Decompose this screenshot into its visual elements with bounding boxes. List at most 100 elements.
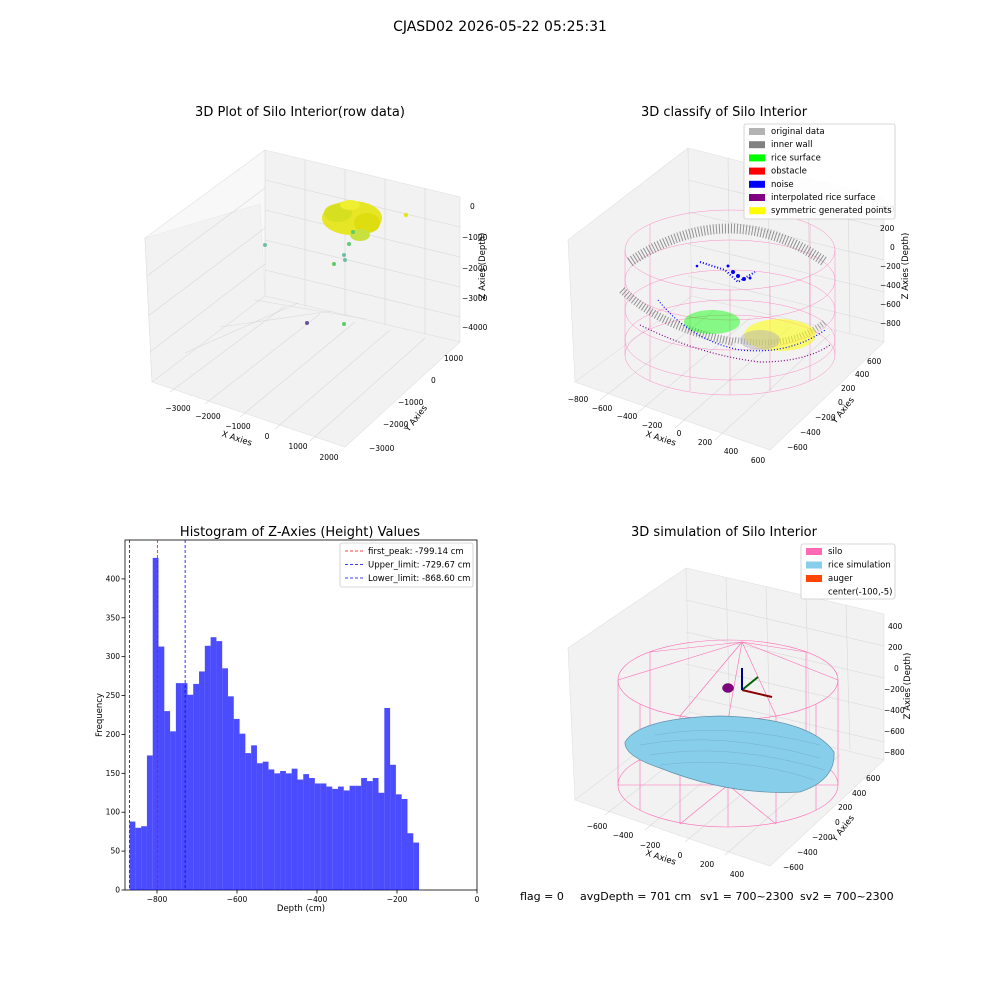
simulation-auger [722, 668, 773, 698]
raw-y-label: Y Axies [402, 403, 430, 435]
legend-swatch [749, 141, 765, 149]
simulation-title: 3D simulation of Silo Interior [631, 525, 818, 540]
raw-z-ticks: 0 −1000 −2000 −3000 −4000 [462, 202, 488, 332]
histogram-x-tick-label: 0 [475, 895, 480, 904]
histogram-bar [303, 774, 310, 890]
histogram-y-ticks: 0 50 100 150 200 250 300 350 400 [106, 574, 125, 895]
histogram-bar [222, 668, 228, 890]
legend-swatch [806, 548, 822, 555]
histogram-bar [210, 637, 217, 890]
legend-swatch [749, 154, 765, 162]
histogram-legend-label: Lower_limit: -868.60 cm [368, 574, 470, 584]
histogram-bar [285, 773, 292, 890]
classify-x-tick: −800 [568, 395, 589, 404]
classify-y-tick: 200 [841, 384, 856, 393]
legend-label: original data [771, 127, 825, 137]
legend-label: interpolated rice surface [771, 193, 876, 203]
raw-x-tick: 2000 [319, 453, 338, 462]
classify-noise-cluster [695, 264, 752, 281]
raw-y-tick: −1000 [398, 398, 424, 407]
histogram-x-tick-label: −800 [147, 895, 168, 904]
simulation-y-tick: −400 [797, 848, 818, 857]
raw-z-tick: −2000 [462, 264, 488, 273]
footer-flag: flag = 0 [520, 890, 564, 903]
histogram-bar [390, 764, 396, 890]
simulation-x-ticks: −600 −400 −200 0 200 400 [587, 822, 745, 879]
raw-z-tick: −1000 [462, 233, 488, 242]
histogram-y-tick-label: 100 [106, 808, 121, 817]
simulation-x-tick: −600 [587, 822, 608, 831]
classify-z-tick: 0 [890, 243, 895, 252]
histogram-bar [280, 771, 286, 890]
simulation-x-label: X Axies [644, 848, 677, 867]
classify-inner-wall [619, 223, 828, 346]
classify-z-tick: −200 [880, 262, 901, 271]
raw-outlier-points [263, 212, 409, 326]
histogram-bar [227, 696, 234, 890]
histogram-x-tick-label: −400 [307, 895, 328, 904]
histogram-bar [291, 768, 298, 890]
histogram-y-tick-label: 200 [106, 730, 121, 739]
histogram-bar [251, 745, 257, 890]
raw-z-tick: −3000 [462, 294, 488, 303]
classify-x-tick: −200 [642, 421, 663, 430]
histogram-y-tick-label: 400 [106, 574, 121, 583]
raw-x-label: X Axies [220, 429, 253, 448]
legend-label: rice surface [771, 153, 821, 163]
histogram-bar [355, 785, 362, 890]
simulation-y-tick: 400 [852, 789, 867, 798]
histogram-bar [309, 778, 315, 890]
histogram-y-label: Frequency [95, 693, 105, 737]
simulation-z-label: Z Axies (Depth) [903, 653, 913, 720]
simulation-rice-surface [624, 715, 835, 793]
simulation-z-tick: −200 [884, 685, 905, 694]
histogram-bar [297, 779, 304, 890]
classify-y-tick: 0 [838, 398, 843, 407]
histogram-bar [187, 694, 194, 890]
classify-y-ticks: −600 −400 −200 0 200 400 600 [787, 357, 882, 452]
histogram-bar [314, 783, 321, 890]
histogram-y-tick-label: 0 [115, 886, 120, 895]
histogram-legend-label: Upper_limit: -729.67 cm [368, 561, 471, 571]
simulation-y-tick: −200 [812, 833, 833, 842]
histogram-bars [129, 557, 420, 890]
panel-classify-title: 3D classify of Silo Interior [641, 105, 808, 120]
histogram-bar [407, 833, 414, 890]
classify-z-label: Z Axies (Depth) [901, 233, 911, 300]
panel-histogram: Histogram of Z-Axies (Height) Values −80… [95, 525, 480, 914]
simulation-z-tick: −800 [884, 748, 905, 757]
raw-z-label: Z Axies (Depth) [478, 233, 488, 300]
simulation-y-ticks: −600 −400 −200 0 200 400 600 [783, 774, 881, 872]
classify-legend: original data inner wall rice surface obsta… [743, 123, 896, 220]
classify-x-tick: 200 [698, 438, 713, 447]
histogram-bar [204, 645, 211, 890]
histogram-y-tick-label: 350 [106, 613, 121, 622]
legend-label: auger [828, 574, 853, 584]
legend-label: symmetric generated points [771, 206, 892, 216]
histogram-bar [274, 773, 281, 890]
legend-label: center(-100,-5) [828, 588, 892, 598]
legend-swatch [749, 194, 765, 201]
raw-y-tick: −3000 [369, 444, 395, 453]
histogram-bar [268, 769, 275, 890]
histogram-y-tick-label: 50 [110, 847, 120, 856]
classify-y-tick: 400 [855, 370, 870, 379]
histogram-x-label: Depth (cm) [277, 904, 325, 914]
histogram-bar [193, 683, 200, 890]
histogram-bar [401, 799, 408, 890]
simulation-z-tick: 400 [888, 622, 903, 631]
histogram-bar [181, 683, 188, 890]
simulation-x-tick: 400 [730, 870, 745, 879]
histogram-x-tick-label: −600 [227, 895, 248, 904]
raw-x-tick: −3000 [165, 404, 191, 413]
legend-label: silo [828, 547, 842, 557]
raw-x-ticks: −3000 −2000 −1000 0 1000 2000 [165, 404, 338, 462]
simulation-y-tick: −600 [783, 863, 804, 872]
histogram-bar [384, 708, 391, 890]
raw-y-tick: 0 [431, 376, 436, 385]
histogram-bar [395, 794, 402, 890]
panel-raw-title: 3D Plot of Silo Interior(row data) [195, 105, 405, 120]
classify-y-label: Y Axies [829, 395, 857, 427]
legend-swatch [749, 128, 765, 135]
